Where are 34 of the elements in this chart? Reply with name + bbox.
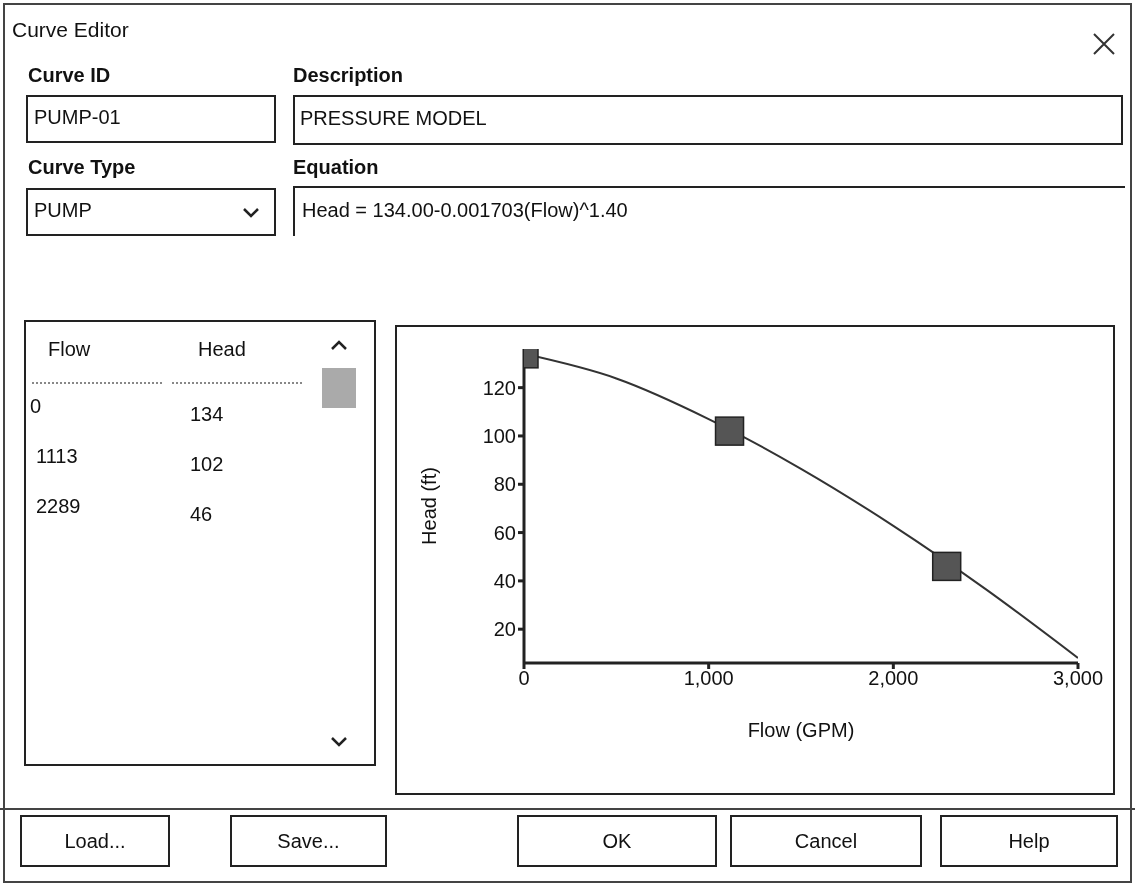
text: Head — [198, 338, 246, 361]
x-tick-label: 0 — [518, 667, 530, 690]
text: Description — [293, 64, 404, 87]
y-tick-label: 40 — [493, 569, 516, 592]
y-tick-label: 120 — [482, 376, 516, 399]
text: 46 — [190, 503, 213, 526]
text: PUMP — [34, 199, 92, 222]
y-tick-label: 80 — [493, 473, 516, 496]
y-tick-label: 20 — [493, 618, 516, 641]
x-tick-label: 1,000 — [683, 667, 734, 690]
text: PRESSURE MODEL — [300, 107, 487, 130]
text: 102 — [190, 453, 224, 476]
text: Cancel — [794, 829, 858, 853]
text: 0 — [30, 395, 42, 418]
y-tick-label: 60 — [493, 521, 516, 544]
text: 2289 — [36, 495, 81, 518]
x-axis-title: Flow (GPM) — [747, 719, 855, 742]
text: Save... — [277, 829, 340, 853]
text: Curve ID — [28, 64, 111, 87]
text: Help — [1008, 829, 1050, 853]
text: 134 — [190, 403, 224, 426]
text: Curve Editor — [12, 18, 129, 42]
text: Flow — [48, 338, 91, 361]
text: Load... — [64, 829, 126, 853]
y-tick-label: 100 — [482, 425, 516, 448]
x-tick-label: 3,000 — [1052, 667, 1104, 690]
x-tick-label: 2,000 — [868, 667, 919, 690]
text: 1113 — [36, 445, 78, 468]
y-axis-title: Head (ft) — [418, 467, 441, 545]
text: Curve Type — [28, 156, 136, 179]
text: Head = 134.00-0.001703(Flow)^1.40 — [302, 199, 628, 222]
text: Equation — [293, 156, 379, 179]
text: PUMP-01 — [34, 106, 121, 129]
text: OK — [602, 829, 632, 853]
